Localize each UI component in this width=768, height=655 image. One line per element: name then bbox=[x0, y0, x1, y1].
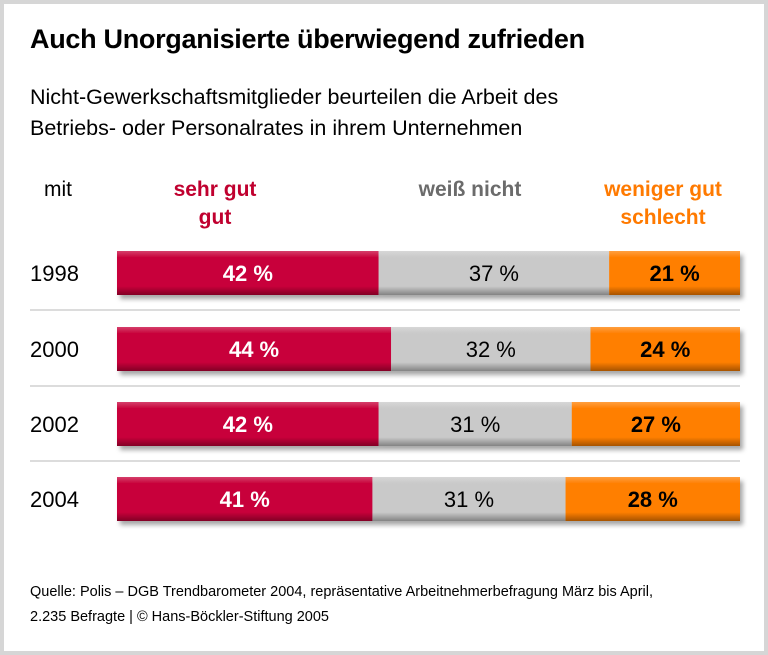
bar-shading bbox=[391, 327, 591, 371]
source-line: Quelle: Polis – DGB Trendbarometer 2004,… bbox=[30, 584, 654, 600]
legend-line: weniger gut bbox=[604, 178, 722, 201]
source-note: Quelle: Polis – DGB Trendbarometer 2004,… bbox=[30, 580, 653, 630]
data-label: 42 % bbox=[223, 261, 273, 286]
chart-title: Auch Unorganisierte überwiegend zufriede… bbox=[30, 24, 585, 54]
data-label: 21 % bbox=[650, 261, 700, 286]
data-label: 41 % bbox=[220, 487, 270, 512]
bar-shading bbox=[117, 402, 379, 446]
bar-row bbox=[117, 477, 740, 521]
bar-shading bbox=[609, 251, 740, 295]
bar-row bbox=[117, 251, 740, 295]
legend-line: gut bbox=[198, 206, 232, 229]
bar-row bbox=[117, 327, 740, 371]
source-line: 2.235 Befragte | © Hans-Böckler-Stiftung… bbox=[30, 609, 329, 625]
bar-shading bbox=[372, 477, 566, 521]
legend-line: sehr gut bbox=[173, 178, 257, 201]
row-header: mit bbox=[44, 178, 72, 201]
data-label: 31 % bbox=[444, 487, 494, 512]
data-label: 37 % bbox=[469, 261, 519, 286]
data-label: 44 % bbox=[229, 337, 279, 362]
category-label: 2000 bbox=[30, 337, 79, 362]
data-label: 31 % bbox=[450, 412, 500, 437]
bar-shading bbox=[590, 327, 740, 371]
legend-line: schlecht bbox=[620, 206, 706, 229]
category-label: 1998 bbox=[30, 261, 79, 286]
category-label: 2002 bbox=[30, 412, 79, 437]
bar-shading bbox=[571, 402, 740, 446]
data-label: 32 % bbox=[466, 337, 516, 362]
subtitle-line: Betriebs- oder Personalrates in ihrem Un… bbox=[30, 116, 523, 140]
bar-shading bbox=[565, 477, 740, 521]
bar-shading bbox=[117, 327, 392, 371]
bar-shading bbox=[378, 251, 610, 295]
data-label: 28 % bbox=[628, 487, 678, 512]
bar-shading bbox=[117, 477, 373, 521]
legend-positive: sehr gut gut bbox=[160, 176, 270, 232]
bar-shading bbox=[117, 251, 379, 295]
category-label: 2004 bbox=[30, 487, 79, 512]
data-label: 24 % bbox=[640, 337, 690, 362]
bar-row bbox=[117, 402, 740, 446]
legend-negative: weniger gut schlecht bbox=[588, 176, 738, 232]
legend-line: weiß nicht bbox=[418, 178, 522, 201]
subtitle-line: Nicht-Gewerkschaftsmitglieder beurteilen… bbox=[30, 85, 559, 109]
chart-subtitle: Nicht-Gewerkschaftsmitglieder beurteilen… bbox=[30, 82, 558, 144]
legend-neutral: weiß nicht bbox=[395, 176, 545, 204]
data-label: 27 % bbox=[631, 412, 681, 437]
bar-shading bbox=[378, 402, 572, 446]
data-label: 42 % bbox=[223, 412, 273, 437]
